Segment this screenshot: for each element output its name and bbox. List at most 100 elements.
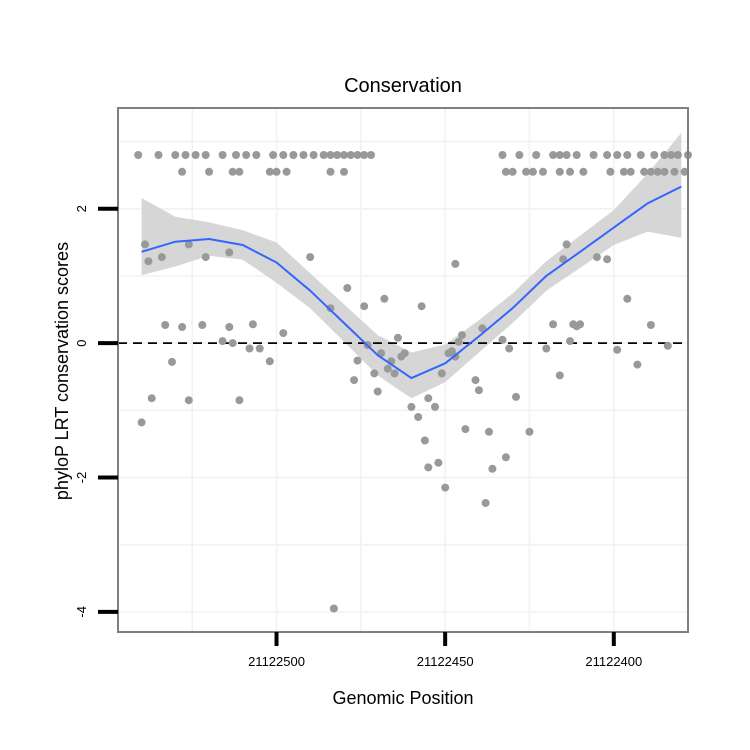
data-point bbox=[592, 253, 601, 262]
data-point bbox=[458, 331, 466, 340]
data-point bbox=[154, 151, 163, 159]
data-point bbox=[383, 364, 392, 373]
data-point bbox=[498, 335, 507, 344]
data-point bbox=[218, 337, 227, 346]
data-point bbox=[390, 369, 399, 378]
data-point bbox=[269, 151, 278, 159]
data-point bbox=[343, 284, 352, 292]
data-point bbox=[265, 357, 274, 366]
y-tick-label: -4 bbox=[74, 606, 89, 618]
data-point bbox=[373, 387, 382, 396]
data-point bbox=[350, 376, 359, 385]
x-tick-label: 21122400 bbox=[585, 654, 642, 669]
data-point bbox=[646, 167, 655, 176]
data-point bbox=[141, 240, 149, 249]
x-tick-label: 21122450 bbox=[417, 654, 474, 669]
data-point bbox=[566, 337, 574, 346]
y-tick-label: 2 bbox=[74, 205, 89, 212]
data-point bbox=[441, 483, 450, 492]
data-point bbox=[660, 167, 669, 176]
data-point bbox=[184, 396, 193, 405]
data-point bbox=[407, 402, 416, 411]
data-point bbox=[562, 151, 571, 159]
data-point bbox=[360, 151, 369, 159]
confidence-ribbon bbox=[141, 132, 682, 399]
data-point bbox=[265, 167, 274, 176]
data-point bbox=[589, 151, 598, 159]
plot-frame bbox=[117, 107, 689, 633]
data-point bbox=[576, 320, 585, 329]
data-point bbox=[542, 344, 551, 353]
data-point bbox=[306, 253, 315, 262]
data-point bbox=[640, 167, 649, 176]
data-point bbox=[201, 151, 210, 159]
data-point bbox=[653, 167, 662, 176]
data-point bbox=[498, 151, 507, 159]
data-point bbox=[555, 167, 564, 176]
data-point bbox=[522, 167, 531, 176]
data-point bbox=[572, 151, 581, 159]
y-axis-title: phyloP LRT conservation scores bbox=[52, 242, 72, 500]
data-point bbox=[478, 324, 487, 333]
data-point bbox=[225, 323, 234, 331]
data-point bbox=[663, 341, 672, 350]
data-point bbox=[178, 323, 187, 331]
x-tick-label: 21122500 bbox=[248, 654, 305, 669]
data-point bbox=[417, 302, 426, 311]
data-point bbox=[579, 167, 588, 176]
data-point bbox=[218, 151, 227, 159]
data-point bbox=[562, 240, 571, 249]
data-point bbox=[485, 427, 493, 436]
data-point bbox=[623, 294, 632, 303]
data-point bbox=[279, 329, 288, 338]
data-point bbox=[431, 402, 439, 411]
y-tick-label: -2 bbox=[74, 472, 89, 484]
data-point bbox=[481, 499, 490, 507]
plot-panel bbox=[117, 107, 692, 633]
data-points bbox=[134, 151, 692, 613]
data-point bbox=[137, 418, 146, 427]
data-point bbox=[603, 151, 612, 159]
data-point bbox=[181, 151, 190, 159]
data-point bbox=[451, 259, 460, 268]
data-point bbox=[252, 151, 261, 159]
data-point bbox=[619, 167, 628, 176]
data-point bbox=[566, 167, 574, 176]
data-point bbox=[555, 151, 564, 159]
data-point bbox=[555, 371, 564, 380]
data-point bbox=[393, 333, 402, 342]
data-point bbox=[650, 151, 659, 159]
data-point bbox=[660, 151, 669, 159]
data-point bbox=[168, 357, 176, 366]
data-point bbox=[340, 151, 348, 159]
data-point bbox=[532, 151, 541, 159]
data-point bbox=[505, 344, 514, 353]
data-point bbox=[245, 344, 254, 353]
data-point bbox=[512, 392, 520, 401]
data-point bbox=[380, 294, 389, 303]
data-point bbox=[424, 394, 433, 403]
data-point bbox=[326, 151, 335, 159]
data-point bbox=[282, 167, 291, 176]
data-point bbox=[134, 151, 143, 159]
data-point bbox=[242, 151, 251, 159]
data-point bbox=[528, 167, 537, 176]
data-point bbox=[147, 394, 156, 403]
data-point bbox=[549, 151, 558, 159]
data-point bbox=[636, 151, 645, 159]
data-point bbox=[626, 167, 635, 176]
data-point bbox=[299, 151, 308, 159]
data-point bbox=[633, 360, 642, 369]
data-point bbox=[333, 151, 342, 159]
data-point bbox=[178, 167, 187, 176]
data-point bbox=[461, 425, 470, 434]
data-point bbox=[340, 167, 348, 176]
data-point bbox=[646, 321, 655, 329]
data-point bbox=[414, 413, 423, 421]
smooth-line-layer bbox=[141, 185, 682, 380]
chart-title: Conservation bbox=[344, 75, 462, 97]
data-point bbox=[184, 240, 193, 249]
data-point bbox=[228, 167, 237, 176]
data-point bbox=[603, 255, 612, 264]
